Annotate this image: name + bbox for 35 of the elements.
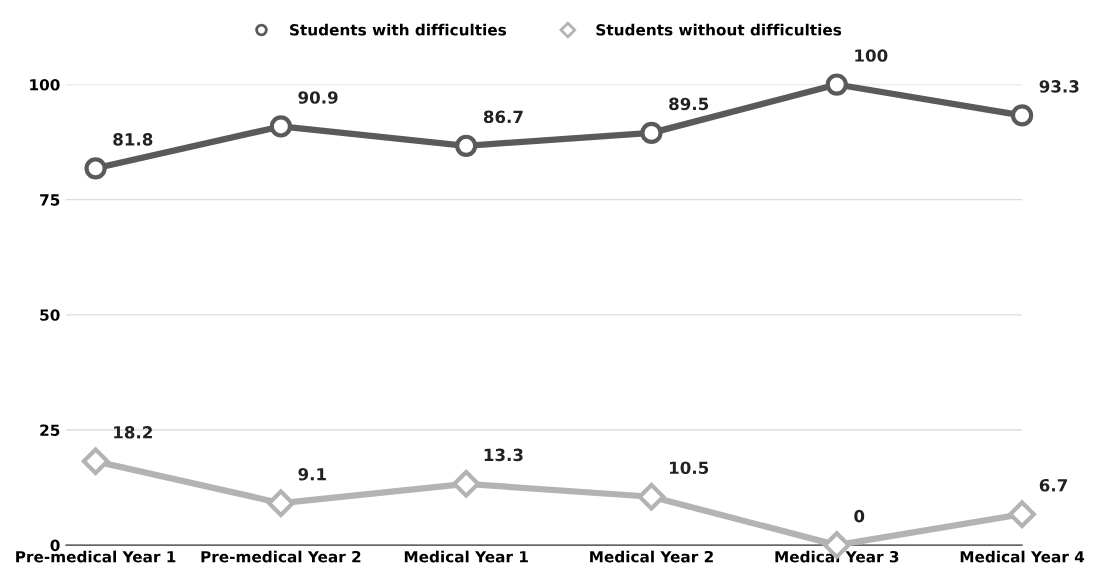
point [267, 489, 295, 518]
data-label: 13.3 [484, 448, 523, 462]
point [1010, 104, 1034, 127]
point [637, 482, 666, 511]
y-tick-label: 0 [50, 539, 60, 552]
point [640, 121, 663, 145]
y-tick-label: 100 [30, 79, 60, 91]
data-label: 81.8 [113, 133, 153, 146]
legend-label: Students with difficulties [290, 23, 507, 36]
point [1008, 500, 1036, 529]
x-tick-label: Medical Year 4 [960, 550, 1085, 563]
point [455, 134, 478, 157]
data-label: 90.9 [298, 91, 338, 104]
y-tick-label: 75 [40, 194, 60, 206]
data-label: 9.1 [298, 467, 326, 481]
point [81, 447, 110, 476]
point [269, 115, 292, 138]
y-tick-label: 25 [40, 424, 60, 436]
data-label: 18.2 [114, 426, 152, 439]
x-tick-label: Pre-medical Year 1 [16, 550, 176, 563]
data-label: 93.3 [1039, 80, 1079, 93]
point [452, 469, 481, 498]
x-tick-label: Medical Year 2 [590, 550, 713, 563]
data-label: 86.7 [483, 110, 523, 124]
legend-label: Students without difficulties [596, 23, 842, 36]
point [825, 73, 848, 96]
x-tick-label: Medical Year 1 [404, 550, 528, 563]
y-tick-label: 50 [40, 309, 60, 321]
data-label: 10.5 [670, 461, 709, 475]
data-label: 89.5 [669, 97, 709, 111]
data-label: 100 [855, 49, 888, 62]
data-label: 0 [854, 509, 865, 523]
x-tick-label: Pre-medical Year 2 [201, 550, 361, 563]
point [84, 157, 107, 180]
data-label: 6.7 [1039, 478, 1067, 492]
